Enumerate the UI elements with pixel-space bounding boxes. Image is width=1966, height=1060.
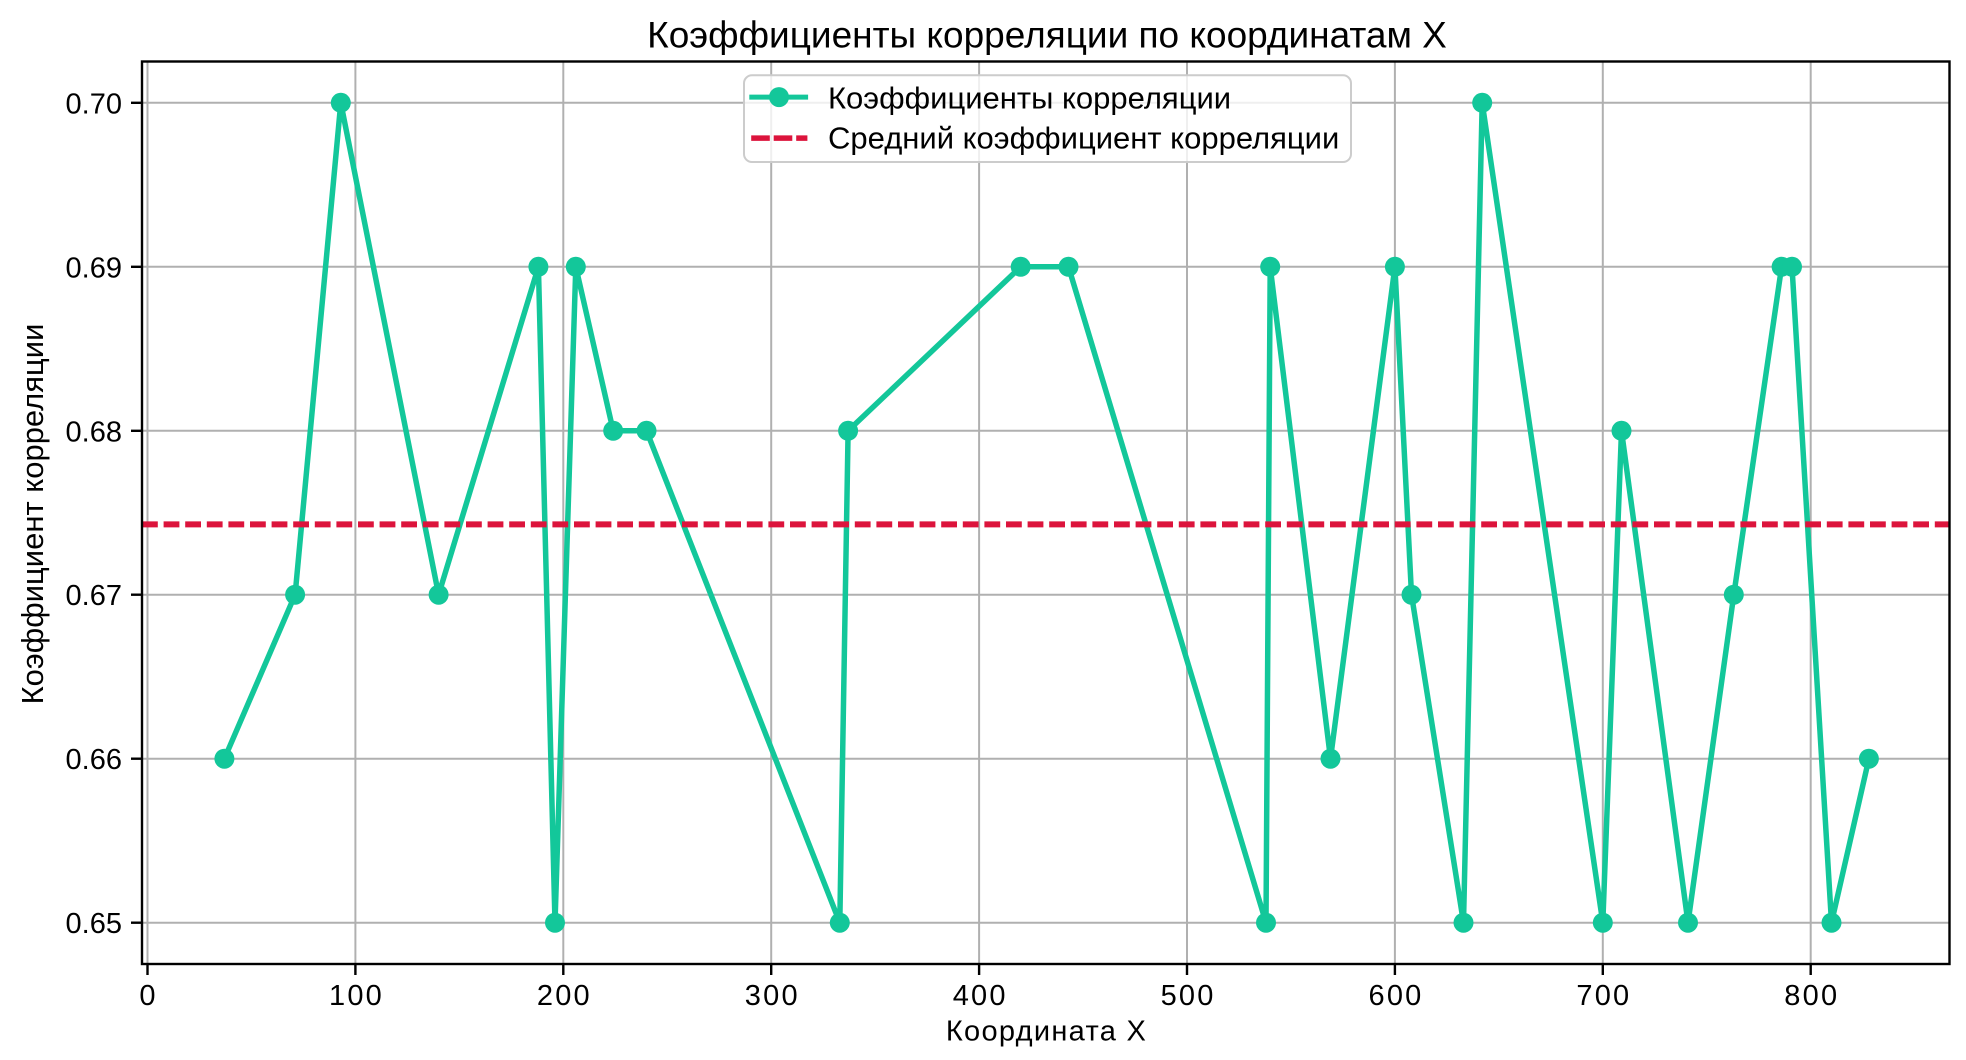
svg-text:0.70: 0.70 [66, 88, 122, 120]
svg-text:200: 200 [537, 980, 592, 1012]
svg-text:Средний коэффициент корреляции: Средний коэффициент корреляции [828, 121, 1339, 156]
svg-text:800: 800 [1784, 980, 1839, 1012]
svg-text:600: 600 [1369, 980, 1424, 1012]
svg-text:0.65: 0.65 [66, 908, 122, 940]
svg-text:Коэффициенты корреляции: Коэффициенты корреляции [828, 80, 1231, 115]
svg-text:Координата X: Координата X [946, 1016, 1147, 1048]
svg-text:400: 400 [953, 980, 1008, 1012]
svg-text:0: 0 [139, 980, 155, 1012]
svg-text:0.69: 0.69 [66, 252, 122, 284]
svg-text:Коэффициенты корреляции по коо: Коэффициенты корреляции по координатам X [647, 14, 1447, 55]
svg-text:0.66: 0.66 [66, 744, 122, 776]
svg-text:100: 100 [329, 980, 384, 1012]
svg-text:0.68: 0.68 [66, 416, 122, 448]
svg-text:300: 300 [745, 980, 800, 1012]
svg-text:700: 700 [1576, 980, 1631, 1012]
svg-text:500: 500 [1161, 980, 1216, 1012]
svg-text:Коэффициент корреляции: Коэффициент корреляции [15, 324, 50, 705]
svg-text:0.67: 0.67 [66, 580, 122, 612]
